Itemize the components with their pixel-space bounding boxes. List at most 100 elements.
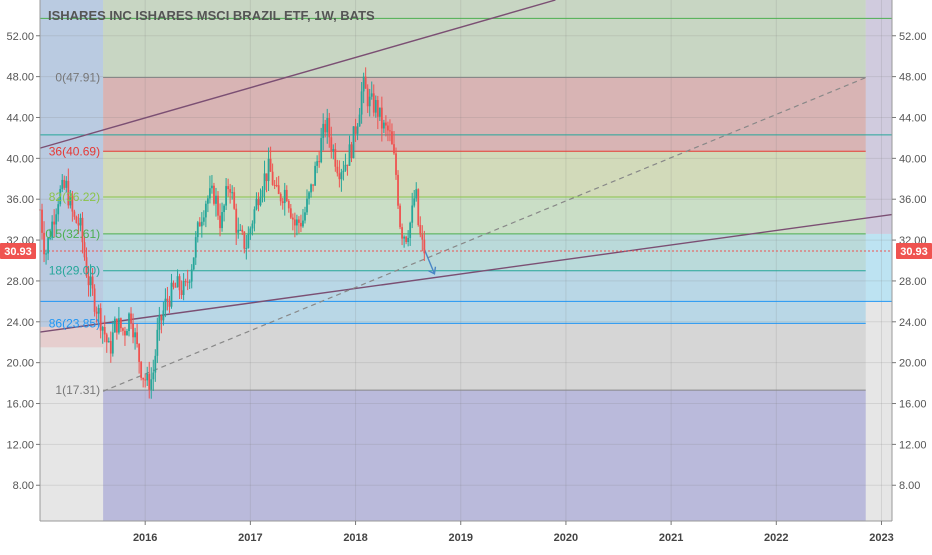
y-tick-label-right: 36.00 [899,194,927,206]
candle [73,209,76,220]
candle [95,306,98,323]
candle [372,84,375,117]
candle-body [354,126,357,134]
candle-body [324,123,327,133]
projection-arrow-head [428,266,437,275]
candle-body [281,201,284,204]
candle [41,203,43,240]
candle-body [140,361,143,378]
candle [318,150,321,168]
fib-level-label: 0.5(32.61) [45,227,100,241]
candle-body [59,188,62,205]
candle-body [358,114,361,127]
candle-body [362,76,365,92]
candle-body [156,329,159,356]
candle [176,269,179,288]
candle [277,175,280,195]
candle [122,327,124,336]
candle [423,230,426,261]
candle-body [146,373,149,381]
candle [87,265,90,297]
candle-body [245,247,248,249]
candle [160,314,163,334]
candle-body [295,219,298,226]
y-tick-label-left: 48.00 [6,72,34,84]
candle [142,377,145,388]
candle [399,203,401,230]
candle [120,317,122,332]
candle [380,96,383,142]
candle [93,284,96,317]
x-tick-label: 2018 [343,532,367,544]
candle-body [352,126,355,159]
y-tick-label-left: 12.00 [6,439,34,451]
candle-body [192,257,195,270]
y-tick-label-left: 44.00 [6,112,34,124]
y-tick-label-left: 52.00 [6,31,34,43]
candle-body [115,318,118,333]
candle [89,264,92,297]
candle-body [302,220,304,227]
candle-body [306,198,308,213]
candle-body [310,184,312,193]
candle [368,88,371,117]
candle-body [304,212,306,221]
candle [275,177,278,188]
candle [308,191,310,205]
candle-body [405,236,408,242]
candle-body [407,237,410,242]
candle-body [293,219,296,226]
candle [198,217,201,227]
candle [188,279,191,290]
candle [59,185,62,207]
candle [360,82,363,124]
candle-body [162,310,165,321]
candle [126,328,128,336]
candle [243,231,246,254]
candle-body [285,189,288,201]
candle-body [217,195,219,216]
candle [85,247,88,278]
candle [257,192,260,212]
candle [53,209,56,238]
candle-body [241,229,244,232]
region-left-upper [40,0,104,327]
candle [99,303,102,339]
candle [192,257,195,271]
candle-body [399,205,401,228]
candle-body [423,239,426,254]
candle [273,179,276,190]
y-tick-label-right: 48.00 [899,72,927,84]
candle [332,144,335,160]
candle-body [211,185,213,189]
candle [194,231,197,265]
candle-body [269,158,272,172]
candle-body [99,308,102,331]
candle-body [79,217,82,226]
candle-body [184,281,187,283]
x-tick-label: 2019 [448,532,472,544]
candle-body [287,200,290,209]
candle [374,95,377,118]
candle-body [229,189,232,193]
candle [344,153,347,172]
x-tick-label: 2016 [133,532,157,544]
candle-body [308,192,310,199]
candle-body [411,205,414,223]
candle [291,213,294,231]
candle-body [152,372,155,380]
candle [162,301,165,326]
candle-body [47,238,49,254]
candle-body [360,91,363,115]
candle-body [117,318,120,333]
candle-body [283,189,286,204]
candle-body [215,195,217,204]
candle [342,161,345,181]
candle-body [221,212,223,229]
candle-body [413,198,416,206]
candle-body [103,326,106,335]
candle-body [93,288,96,312]
candle-body [57,204,60,215]
candle [397,170,399,210]
